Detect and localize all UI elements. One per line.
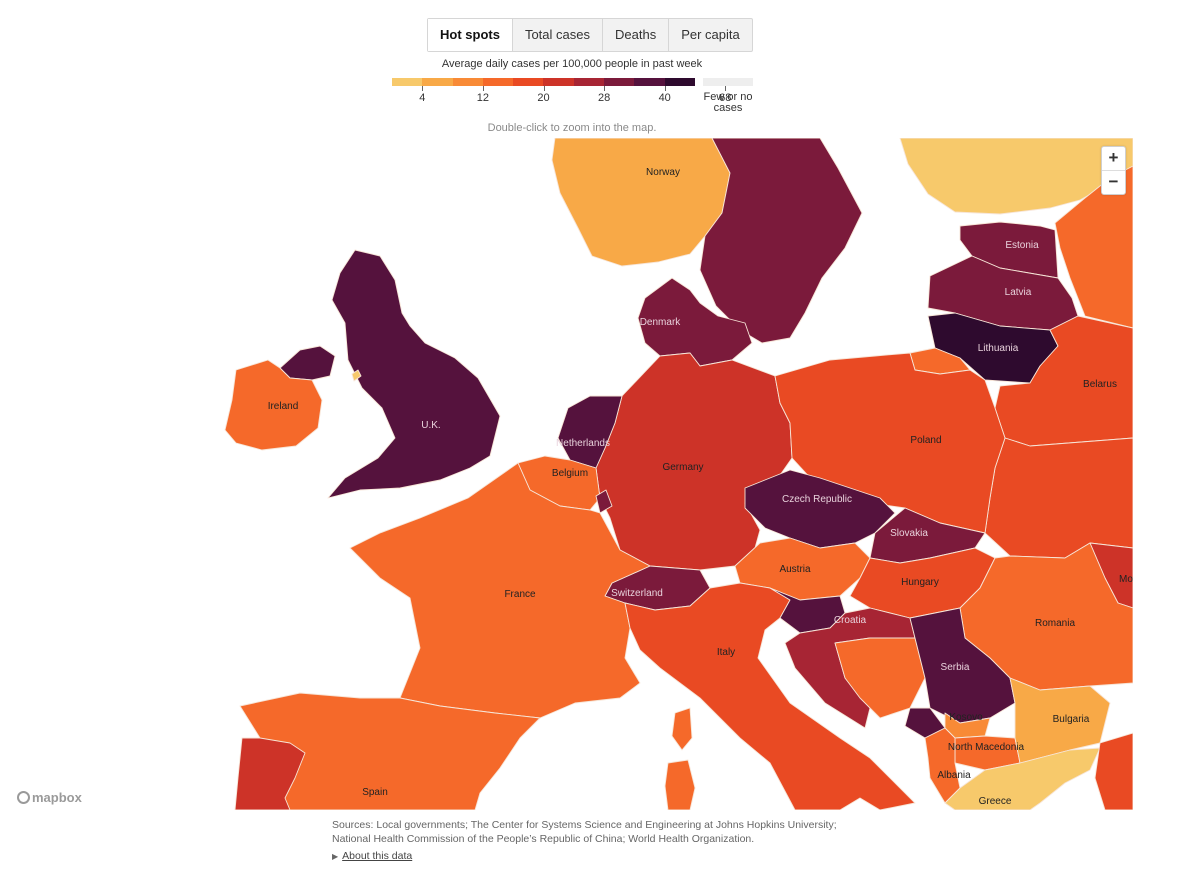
legend-tick-mark xyxy=(482,86,484,91)
country-italy[interactable] xyxy=(624,582,916,810)
country-denmark[interactable] xyxy=(637,277,753,367)
label-slovakia: Slovakia xyxy=(890,528,928,539)
label-greece: Greece xyxy=(979,796,1012,807)
legend-swatch xyxy=(513,78,544,86)
country-turkey[interactable] xyxy=(1094,732,1133,810)
zoom-hint: Double-click to zoom into the map. xyxy=(487,122,657,134)
label-north-macedonia: North Macedonia xyxy=(948,742,1025,753)
legend-color-scale xyxy=(392,78,695,86)
tab-deaths[interactable]: Deaths xyxy=(602,19,668,51)
label-belarus: Belarus xyxy=(1083,379,1117,390)
legend-tick-mark xyxy=(604,86,606,91)
legend-tick-label: 28 xyxy=(597,92,611,104)
country-uk[interactable] xyxy=(327,249,501,499)
label-italy: Italy xyxy=(717,647,735,658)
legend-swatch xyxy=(664,78,695,86)
label-austria: Austria xyxy=(779,564,811,575)
label-latvia: Latvia xyxy=(1005,287,1032,298)
country-ukraine[interactable] xyxy=(984,437,1133,559)
country-corsica[interactable] xyxy=(671,707,693,751)
country-poland[interactable] xyxy=(774,352,1006,534)
legend-tick-mark xyxy=(664,86,666,91)
about-data-toggle[interactable]: ▶ About this data xyxy=(332,850,412,862)
label-moldova: Mo xyxy=(1119,574,1133,585)
label-serbia: Serbia xyxy=(941,662,970,673)
about-data-label: About this data xyxy=(342,850,413,862)
legend-tick-mark xyxy=(725,86,727,91)
label-uk: U.K. xyxy=(421,420,440,431)
label-czech-republic: Czech Republic xyxy=(782,494,852,505)
zoom-controls: + − xyxy=(1101,146,1126,195)
legend-swatch xyxy=(543,78,574,86)
legend-tick-label: 68 xyxy=(719,92,732,104)
legend-tick-label: 20 xyxy=(537,92,550,104)
label-france: France xyxy=(504,589,536,600)
country-greece[interactable] xyxy=(944,747,1101,810)
label-poland: Poland xyxy=(910,435,941,446)
tab-per-capita[interactable]: Per capita xyxy=(668,19,752,51)
country-netherlands[interactable] xyxy=(557,395,623,469)
legend-swatch xyxy=(452,78,483,86)
label-hungary: Hungary xyxy=(901,577,939,588)
mapbox-icon xyxy=(17,790,30,804)
legend-few-cases-swatch xyxy=(703,78,753,86)
label-romania: Romania xyxy=(1035,618,1075,629)
country-finland[interactable] xyxy=(899,138,1133,215)
label-croatia: Croatia xyxy=(834,615,867,626)
label-belgium: Belgium xyxy=(552,468,588,479)
legend-swatch xyxy=(422,78,453,86)
country-france[interactable] xyxy=(349,462,651,719)
label-albania: Albania xyxy=(937,770,971,781)
label-norway: Norway xyxy=(646,167,680,178)
country-bulgaria[interactable] xyxy=(1009,677,1111,764)
label-kosovo: Kosovo xyxy=(949,712,983,723)
country-sweden[interactable] xyxy=(699,138,863,344)
legend-swatch xyxy=(573,78,605,86)
mapbox-logo-text: mapbox xyxy=(32,789,82,805)
label-lithuania: Lithuania xyxy=(978,343,1019,354)
country-luxembourg[interactable] xyxy=(595,489,613,514)
triangle-right-icon: ▶ xyxy=(332,852,339,861)
mapbox-logo[interactable]: mapbox xyxy=(17,788,82,806)
label-netherlands: Netherlands xyxy=(556,438,610,449)
label-switzerland: Switzerland xyxy=(611,588,663,599)
label-denmark: Denmark xyxy=(640,317,682,328)
label-ireland: Ireland xyxy=(268,401,299,412)
country-serbia[interactable] xyxy=(909,607,1016,724)
zoom-out-button[interactable]: − xyxy=(1102,170,1125,194)
label-bulgaria: Bulgaria xyxy=(1053,714,1090,725)
legend-title: Average daily cases per 100,000 people i… xyxy=(441,58,703,70)
metric-tabs: Hot spots Total cases Deaths Per capita xyxy=(427,18,753,52)
legend-tick-label: 40 xyxy=(658,92,671,104)
tab-hot-spots[interactable]: Hot spots xyxy=(428,19,512,51)
map-canvas[interactable]: Norway Estonia Latvia Lithuania Belarus … xyxy=(0,138,1133,810)
label-germany: Germany xyxy=(662,462,703,473)
legend-swatch xyxy=(634,78,665,86)
country-sardinia[interactable] xyxy=(664,759,696,810)
legend-tick-mark xyxy=(543,86,545,91)
sources-note: Sources: Local governments; The Center f… xyxy=(332,819,837,845)
country-ireland[interactable] xyxy=(224,359,323,451)
legend-swatch xyxy=(482,78,514,86)
country-isle-of-man[interactable] xyxy=(351,369,362,382)
zoom-in-button[interactable]: + xyxy=(1108,148,1119,167)
country-portugal[interactable] xyxy=(234,737,306,810)
legend-tick-label: 12 xyxy=(476,92,490,104)
legend-tick-label: 4 xyxy=(419,92,426,104)
label-estonia: Estonia xyxy=(1005,240,1039,251)
legend-few-cases-label: Few or no cases xyxy=(703,91,753,114)
legend-tick-mark xyxy=(422,86,424,91)
label-spain: Spain xyxy=(362,787,388,798)
legend-swatch xyxy=(604,78,635,86)
tab-total-cases[interactable]: Total cases xyxy=(511,19,602,51)
legend-swatch xyxy=(392,78,423,86)
